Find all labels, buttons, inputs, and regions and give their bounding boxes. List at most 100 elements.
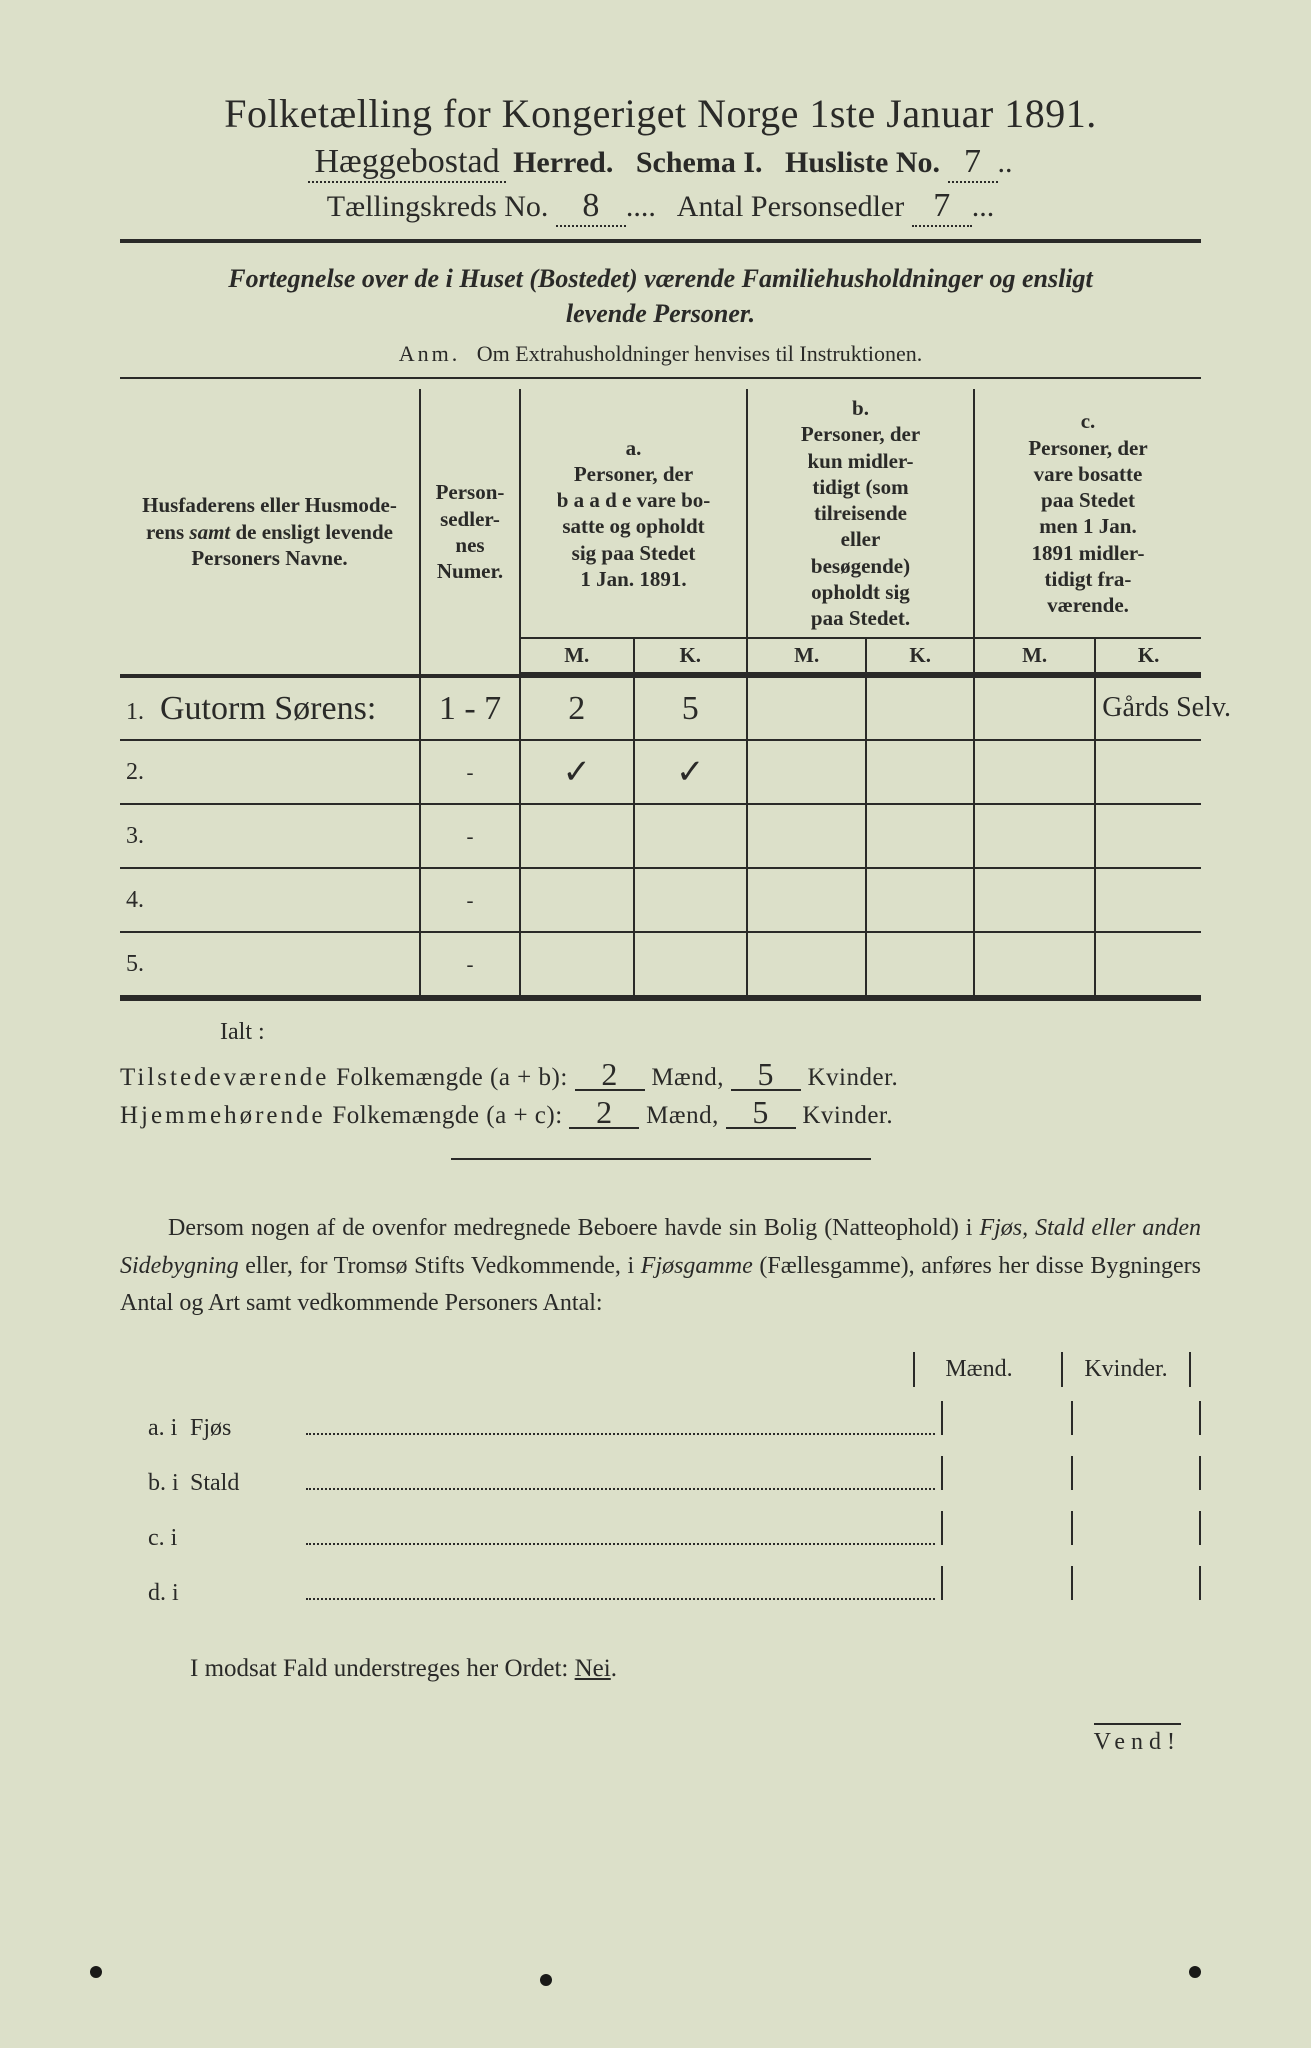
vend-label: Vend! [120,1729,1201,1756]
resident-k: 5 [726,1098,796,1129]
row-num: 2. [126,759,154,786]
maend-label: Mænd, [651,1064,724,1091]
mk-header: Mænd.Kvinder. [120,1352,1201,1387]
cell [1095,932,1201,996]
cell [1071,1566,1201,1600]
cell [747,676,866,740]
cell [866,932,974,996]
cell [974,868,1095,932]
row-label: d. i [120,1580,190,1607]
cell [1071,1401,1201,1435]
antal-label: Antal Personsedler [677,190,904,223]
kvinder-label: Kvinder. [807,1064,898,1091]
row-num: 5. [126,951,154,978]
dotted-line [306,1433,935,1435]
cell [1095,740,1201,804]
cell [866,740,974,804]
col-c-m: M. [974,638,1095,673]
cell [520,804,634,868]
col-c-k: K. [1095,638,1201,673]
row-name: Gutorm Sørens: [160,690,376,728]
row-num: 3. [126,823,154,850]
col-b-m: M. [747,638,866,673]
present-m: 2 [575,1060,645,1091]
herred-handwritten: Hæggebostad [308,143,505,183]
resident-m: 2 [569,1098,639,1129]
table-row: 4. - [120,868,1201,932]
cell [634,932,748,996]
census-form: Folketælling for Kongeriget Norge 1ste J… [120,90,1201,1756]
row-label: b. i [120,1470,190,1497]
cell [974,676,1095,740]
divider [120,239,1201,243]
col-b-header: b.Personer, derkun midler-tidigt (somtil… [756,395,965,631]
dotted-line [306,1598,935,1600]
row-num: 1. [126,699,154,726]
dotted-line [306,1543,935,1545]
husliste-label: Husliste No. [785,146,940,179]
row-label: c. i [120,1525,190,1552]
cell [941,1566,1071,1600]
cell [747,932,866,996]
cell [866,804,974,868]
cell [974,804,1095,868]
herred-label: Herred. [513,146,613,179]
anm-label: Anm. [399,341,461,366]
table-row: 2. - ✓ ✓ [120,740,1201,804]
household-table: Husfaderens eller Husmode-rens samt de e… [120,389,1201,997]
maend-col: Mænd. [913,1352,1043,1387]
col-names-header: Husfaderens eller Husmode-rens samt de e… [128,492,411,571]
row-note: Gårds Selv. [1102,692,1231,724]
maend-label: Mænd, [646,1102,719,1129]
divider [120,997,1201,1001]
cell [520,932,634,996]
cell [1071,1511,1201,1545]
cell: 5 [682,690,699,728]
col-sedler-header: Person-sedler-nesNumer. [429,479,511,584]
pin-icon [540,1974,552,1986]
header-line-2: Tællingskreds No. 8.... Antal Personsedl… [120,187,1201,227]
col-c-header: c.Personer, dervare bosattepaa Stedetmen… [983,408,1193,618]
cell: 2 [568,690,585,728]
ialt-label: Ialt : [220,1019,1201,1046]
cell [1095,868,1201,932]
husliste-no: 7 [948,143,998,183]
cell [1095,804,1201,868]
cell: ✓ [563,752,592,792]
col-b-k: K. [866,638,974,673]
row-stald: b. i Stald [120,1456,1201,1497]
row-sedler: 1 - 7 [439,690,501,728]
cell [634,868,748,932]
sidebuilding-paragraph: Dersom nogen af de ovenfor medregnede Be… [120,1210,1201,1322]
page-title: Folketælling for Kongeriget Norge 1ste J… [120,90,1201,137]
dotted-line [306,1488,935,1490]
cell [747,804,866,868]
totals-resident: Hjemmehørende Folkemængde (a + c): 2 Mæn… [120,1098,1201,1130]
cell [747,740,866,804]
row-text: Stald [190,1470,300,1497]
cell [1071,1456,1201,1490]
col-a-header: a.Personer, derb a a d e vare bo-satte o… [529,435,738,593]
row-sedler: - [420,932,520,996]
cell [866,868,974,932]
sidebuilding-table: Mænd.Kvinder. a. i Fjøs b. i Stald c. i … [120,1352,1201,1607]
table-row: 1. Gutorm Sørens: 1 - 7 2 5 Gårds Selv. [120,676,1201,740]
pin-icon [90,1966,102,1978]
cell [941,1511,1071,1545]
cell [634,804,748,868]
row-d: d. i [120,1566,1201,1607]
row-label: a. i [120,1415,190,1442]
table-row: 3. - [120,804,1201,868]
divider [451,1158,871,1160]
antal-no: 7 [912,187,972,227]
cell [974,932,1095,996]
row-num: 4. [126,887,154,914]
subtitle: Fortegnelse over de i Huset (Bostedet) v… [120,261,1201,331]
totals-present: Tilstedeværende Folkemængde (a + b): 2 M… [120,1060,1201,1092]
row-sedler: - [420,804,520,868]
header-line-1: Hæggebostad Herred. Schema I. Husliste N… [120,143,1201,183]
kreds-no: 8 [556,187,626,227]
row-sedler: - [420,740,520,804]
table-row: 5. - [120,932,1201,996]
nei-line: I modsat Fald understreges her Ordet: Ne… [190,1655,1201,1683]
